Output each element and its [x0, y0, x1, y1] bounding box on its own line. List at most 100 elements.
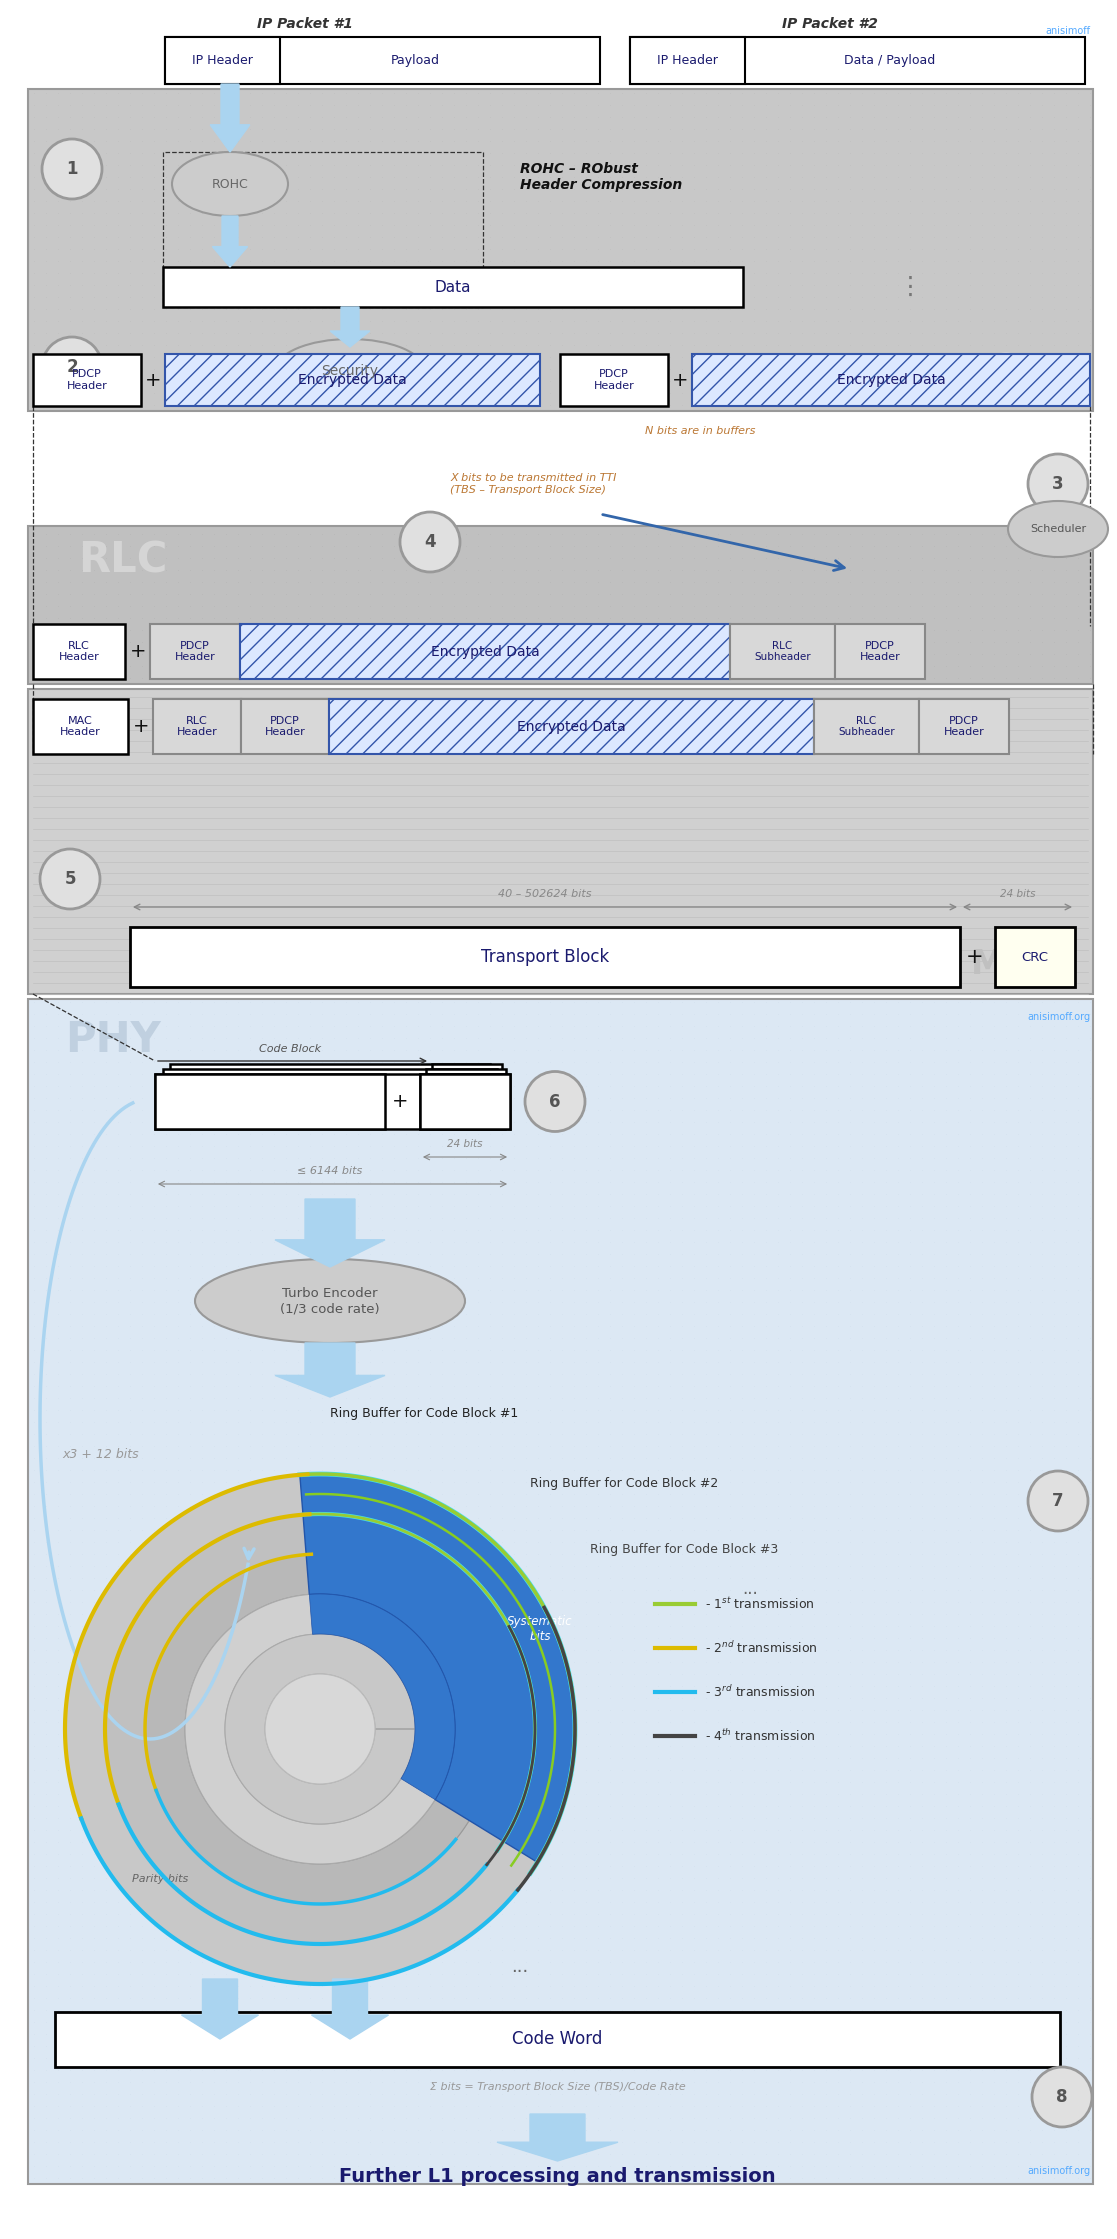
Point	[661, 1321, 679, 1357]
Point	[325, 1932, 343, 1968]
Point	[217, 1608, 235, 1643]
Point	[169, 363, 187, 399]
Point	[325, 1632, 343, 1668]
Point	[697, 1921, 715, 1957]
Point	[133, 123, 151, 159]
Point	[229, 611, 247, 647]
Point	[193, 996, 211, 1032]
Point	[841, 2076, 859, 2111]
Point	[877, 1572, 895, 1608]
Point	[1081, 1525, 1099, 1561]
Point	[289, 1393, 307, 1428]
Point	[373, 2004, 391, 2040]
Point	[49, 1596, 67, 1632]
Point	[457, 2053, 475, 2089]
Point	[254, 1753, 271, 1789]
Point	[770, 1979, 787, 2015]
Point	[229, 1643, 247, 1679]
Point	[649, 352, 667, 387]
Point	[829, 1296, 847, 1332]
Point	[121, 1908, 139, 1943]
Point	[925, 1021, 943, 1057]
Point	[337, 1715, 355, 1751]
Point	[254, 1621, 271, 1657]
Point	[733, 280, 751, 316]
Point	[61, 1872, 79, 1908]
Point	[505, 2111, 523, 2147]
Point	[541, 1693, 558, 1729]
Point	[529, 1476, 547, 1511]
Point	[553, 1932, 571, 1968]
Point	[421, 123, 439, 159]
Point	[529, 1608, 547, 1643]
Circle shape	[265, 1675, 375, 1784]
Point	[265, 280, 283, 316]
Point	[421, 1104, 439, 1140]
Point	[313, 1776, 331, 1811]
Point	[997, 661, 1015, 696]
Point	[1046, 1343, 1063, 1379]
Point	[385, 1583, 403, 1619]
Point	[373, 1679, 391, 1715]
Point	[1057, 1753, 1075, 1789]
Point	[541, 1296, 558, 1332]
Point	[289, 661, 307, 696]
Point	[817, 1285, 834, 1321]
Point	[841, 2089, 859, 2125]
Point	[373, 1908, 391, 1943]
Point	[217, 1247, 235, 1283]
Point	[169, 1393, 187, 1428]
Point	[757, 1715, 775, 1751]
Point	[829, 1957, 847, 1993]
Point	[901, 244, 919, 280]
Point	[865, 219, 882, 255]
Point	[757, 1153, 775, 1189]
Point	[649, 1836, 667, 1872]
Point	[49, 1968, 67, 2004]
Point	[937, 1729, 955, 1764]
Point	[901, 1729, 919, 1764]
Point	[277, 1453, 295, 1489]
Point	[97, 1153, 115, 1189]
Point	[73, 1621, 90, 1657]
Point	[85, 1093, 103, 1128]
Point	[829, 515, 847, 551]
Point	[469, 1404, 487, 1440]
Point	[469, 170, 487, 206]
Point	[350, 1776, 367, 1811]
Point	[265, 1008, 283, 1043]
Point	[1081, 170, 1099, 206]
Point	[61, 2040, 79, 2076]
Point	[613, 1740, 631, 1776]
Point	[973, 1008, 991, 1043]
Point	[169, 1657, 187, 1693]
Point	[409, 2064, 427, 2100]
Point	[637, 1861, 655, 1896]
Point	[469, 1525, 487, 1561]
Point	[637, 1247, 655, 1283]
Point	[745, 231, 763, 266]
Point	[217, 1153, 235, 1189]
Point	[25, 376, 42, 412]
Point	[961, 1379, 978, 1415]
Point	[649, 1140, 667, 1175]
Point	[265, 1285, 283, 1321]
Point	[457, 1079, 475, 1115]
Point	[565, 1008, 583, 1043]
Point	[145, 387, 163, 423]
Point	[877, 1272, 895, 1308]
Point	[649, 1200, 667, 1236]
Point	[697, 376, 715, 412]
Point	[433, 2015, 451, 2051]
Point	[313, 2076, 331, 2111]
Point	[481, 1957, 499, 1993]
Point	[469, 1789, 487, 1825]
Point	[805, 1525, 823, 1561]
Point	[517, 1343, 535, 1379]
Point	[722, 363, 739, 399]
Point	[961, 2076, 978, 2111]
Point	[254, 195, 271, 231]
Point	[565, 1428, 583, 1464]
Point	[181, 1764, 199, 1800]
Point	[289, 1236, 307, 1272]
